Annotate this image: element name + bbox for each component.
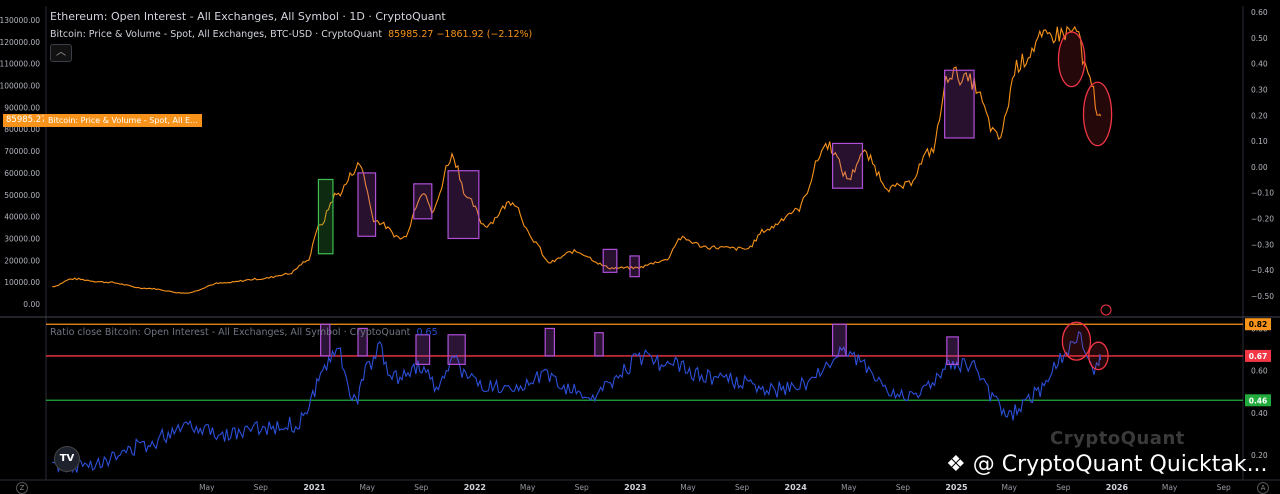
time-axis-tick-label: 2023 (624, 483, 646, 492)
time-axis-tick-label: May (1162, 483, 1178, 492)
highlight-box (413, 183, 433, 220)
time-axis-tick-label: Sep (414, 483, 428, 492)
left-axis-tick-label: 40000.00 (4, 213, 40, 222)
reference-line-label: 0.46 (1249, 396, 1268, 405)
left-axis-tick-label: 70000.00 (4, 147, 40, 156)
cryptoquant-watermark: CryptoQuant (1050, 428, 1185, 449)
auto-scale-button[interactable]: A (1257, 482, 1269, 494)
price-series-legend: Bitcoin: Price & Volume - Spot, All Exch… (50, 29, 532, 40)
time-axis-tick-label: Sep (896, 483, 910, 492)
ratio-series-label: Ratio close Bitcoin: Open Interest - All… (50, 327, 411, 338)
right-axis-tick-label: −0.30 (1251, 240, 1274, 249)
left-axis-tick-label: 60000.00 (4, 169, 40, 178)
left-axis-tick-label: 10000.00 (4, 278, 40, 287)
time-axis-tick-label: 2024 (785, 483, 808, 492)
ratio-highlight-box (946, 336, 959, 365)
left-axis-tick-label: 100000.00 (0, 82, 40, 91)
time-axis-tick-label: May (680, 483, 696, 492)
time-axis-tick-label: 2026 (1106, 483, 1129, 492)
time-axis-tick-label: Sep (735, 483, 749, 492)
series-name-badge: Bitcoin: Price & Volume - Spot, All E... (44, 114, 202, 127)
time-axis-tick-label: Sep (1056, 483, 1070, 492)
time-axis-tick-label: May (520, 483, 536, 492)
highlight-box (602, 248, 618, 273)
right-axis-tick-label: 0.20 (1251, 111, 1268, 120)
attribution-label: @ CryptoQuant Quicktak... (972, 452, 1268, 477)
right-axis-tick-label: 0.40 (1251, 60, 1268, 69)
legend-collapse-button[interactable]: ︿ (50, 44, 72, 62)
left-axis-tick-label: 30000.00 (4, 234, 40, 243)
right-axis-tick-label: −0.10 (1251, 189, 1274, 198)
time-axis-tick-label: 2021 (303, 483, 326, 492)
time-axis-tick-label: 2025 (945, 483, 968, 492)
ratio-highlight-box (447, 334, 466, 365)
reference-line-label-bg (1245, 394, 1271, 407)
right-axis-tick-label: 0.00 (1251, 163, 1268, 172)
chart-title-legend: Ethereum: Open Interest - All Exchanges,… (50, 10, 446, 23)
time-axis-tick-label: Sep (1217, 483, 1231, 492)
diamond-logo-icon: ❖ (946, 452, 966, 477)
timezone-button[interactable]: Z (16, 482, 28, 494)
time-axis-tick-label: May (199, 483, 215, 492)
right-axis-tick-label: 0.50 (1251, 34, 1268, 43)
right-axis-tick-label: 0.30 (1251, 85, 1268, 94)
time-axis-tick-label: 2022 (464, 483, 486, 492)
ratio-highlight-box (357, 327, 368, 357)
highlight-box (447, 170, 480, 240)
highlight-box (944, 69, 975, 139)
highlight-circle (1057, 31, 1086, 88)
ratio-series-value: 0.65 (416, 327, 438, 338)
highlight-box (629, 255, 640, 278)
time-axis-tick-label: May (1001, 483, 1017, 492)
ratio-highlight-box (320, 323, 331, 357)
time-axis-tick-label: Sep (254, 483, 268, 492)
time-axis-tick-label: Sep (575, 483, 589, 492)
reference-line-label-bg (1245, 349, 1271, 362)
left-axis-tick-label: 120000.00 (0, 38, 40, 47)
attribution-text: ❖ @ CryptoQuant Quicktak... (946, 452, 1268, 477)
ratio-axis-tick-label: 0.40 (1251, 409, 1268, 418)
highlight-box (317, 178, 334, 255)
ratio-axis-tick-label: 0.60 (1251, 367, 1268, 376)
left-axis-tick-label: 90000.00 (4, 103, 40, 112)
right-axis-tick-label: 0.60 (1251, 8, 1268, 17)
ratio-highlight-circle (1061, 321, 1092, 361)
left-axis-tick-label: 110000.00 (0, 60, 40, 69)
chevron-up-icon: ︿ (56, 47, 66, 58)
ratio-axis-tick-label: 0.20 (1251, 451, 1268, 460)
left-axis-tick-label: 50000.00 (4, 191, 40, 200)
reference-line-label-bg (1245, 318, 1271, 331)
price-series-line (52, 25, 1102, 294)
time-axis-tick-label: May (359, 483, 375, 492)
ratio-highlight-box (831, 323, 847, 357)
time-axis-tick-label: May (841, 483, 857, 492)
ratio-series-legend: Ratio close Bitcoin: Open Interest - All… (50, 327, 438, 338)
left-axis-tick-label: 0.00 (23, 300, 40, 309)
ratio-highlight-box (415, 334, 431, 365)
left-axis-tick-label: 80000.00 (4, 125, 40, 134)
highlight-circle (1082, 81, 1113, 147)
left-axis-tick-label: 130000.00 (0, 16, 40, 25)
right-axis-tick-label: −0.40 (1251, 266, 1274, 275)
alert-marker (1100, 304, 1112, 316)
ratio-highlight-box (544, 327, 556, 357)
left-axis-tick-label: 20000.00 (4, 256, 40, 265)
ratio-highlight-box (594, 332, 604, 357)
right-axis-tick-label: −0.20 (1251, 215, 1274, 224)
ratio-series-line (52, 331, 1102, 474)
highlight-box (357, 172, 377, 237)
price-series-value: 85985.27 −1861.92 (−2.12%) (388, 29, 533, 40)
price-series-label: Bitcoin: Price & Volume - Spot, All Exch… (50, 29, 383, 40)
ratio-highlight-circle (1088, 341, 1109, 371)
highlight-box (831, 142, 864, 189)
current-price-badge: 85985.27 (3, 114, 50, 127)
right-axis-tick-label: 0.10 (1251, 137, 1268, 146)
reference-line-label: 0.82 (1249, 320, 1268, 329)
reference-line-label: 0.67 (1249, 352, 1268, 361)
tradingview-logo[interactable]: TV (54, 446, 80, 472)
right-axis-tick-label: −0.50 (1251, 292, 1274, 301)
